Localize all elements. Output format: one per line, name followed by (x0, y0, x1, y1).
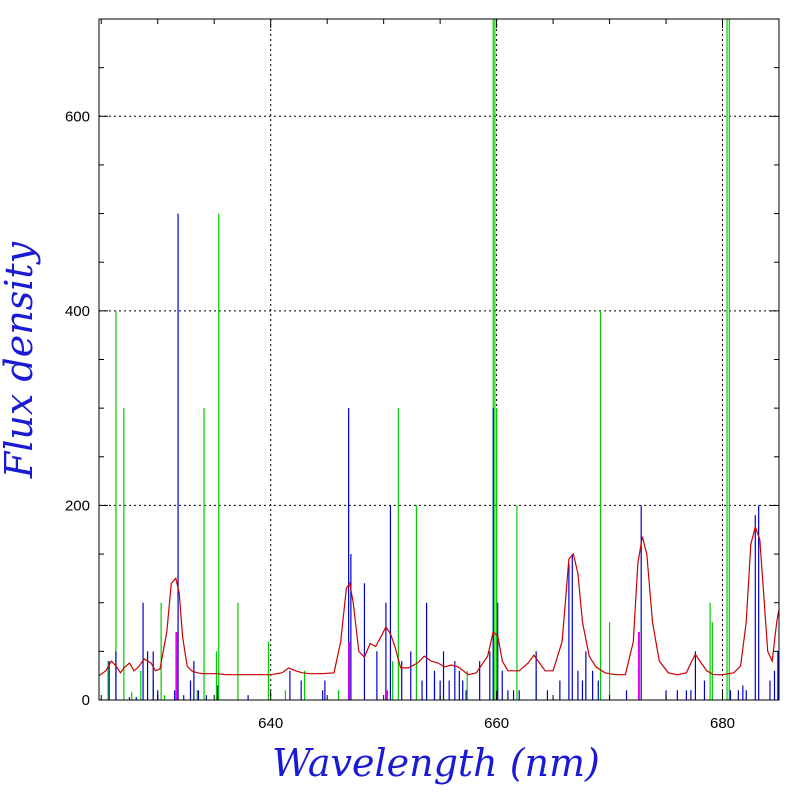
y-tick-label: 600 (65, 108, 90, 125)
spectrum-curve-group (98, 524, 780, 677)
tick-labels: 640 660 680 0 200 400 600 (65, 108, 735, 732)
y-axis-title: Flux density (0, 241, 41, 479)
emission-lines (107, 19, 779, 700)
x-axis-title: Wavelength (nm) (272, 741, 600, 785)
x-tick-label: 660 (484, 715, 509, 732)
x-tick-label: 680 (710, 715, 735, 732)
grid-lines (99, 19, 779, 700)
y-tick-label: 0 (82, 692, 90, 709)
spectrum-curve (98, 524, 780, 677)
y-tick-label: 200 (65, 497, 90, 514)
axis-ticks (99, 18, 780, 701)
y-tick-label: 400 (65, 303, 90, 320)
x-tick-label: 640 (258, 715, 283, 732)
